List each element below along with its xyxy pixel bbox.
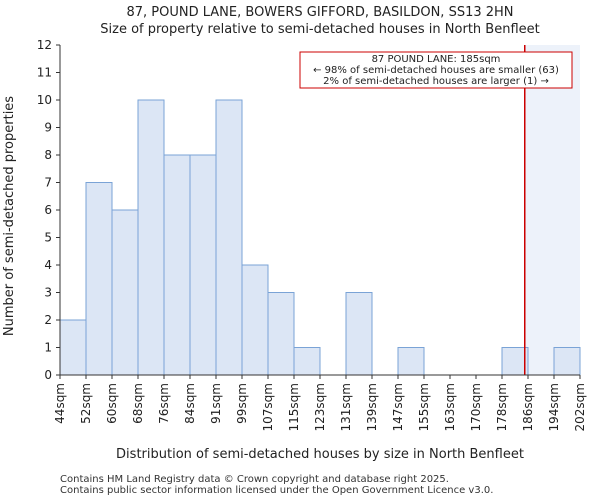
annotation-line-3: 2% of semi-detached houses are larger (1… [323, 76, 549, 87]
bar-52sqm [85, 182, 113, 376]
x-tick-label-163sqm: 163sqm [443, 383, 457, 431]
annotation-line-2: ← 98% of semi-detached houses are smalle… [313, 65, 559, 76]
x-tick-label-76sqm: 76sqm [157, 383, 171, 424]
chart-subtitle: Size of property relative to semi-detach… [100, 22, 539, 37]
x-tick-label-84sqm: 84sqm [183, 383, 197, 424]
x-tick-label-139sqm: 139sqm [365, 383, 379, 431]
x-tick-label-99sqm: 99sqm [235, 383, 249, 424]
y-tick-label-7: 7 [44, 176, 52, 190]
bar-131sqm [345, 292, 373, 376]
y-tick-label-4: 4 [44, 258, 52, 272]
property-annotation: 87 POUND LANE: 185sqm ← 98% of semi-deta… [299, 51, 573, 89]
x-tick-label-155sqm: 155sqm [417, 383, 431, 431]
x-tick-label-60sqm: 60sqm [105, 383, 119, 424]
x-tick-label-194sqm: 194sqm [547, 383, 561, 431]
x-tick-label-202sqm: 202sqm [573, 383, 587, 431]
bar-76sqm [163, 154, 191, 376]
x-tick-label-107sqm: 107sqm [261, 383, 275, 431]
x-tick-label-147sqm: 147sqm [391, 383, 405, 431]
bar-60sqm [111, 209, 139, 376]
y-tick-label-11: 11 [37, 66, 52, 80]
y-tick-label-6: 6 [44, 203, 52, 217]
bar-91sqm [215, 99, 243, 376]
footer-line-2: Contains public sector information licen… [60, 485, 494, 496]
bar-107sqm [267, 292, 295, 376]
x-tick-label-115sqm: 115sqm [287, 383, 301, 431]
bar-44sqm [59, 319, 87, 376]
footer-line-1: Contains HM Land Registry data © Crown c… [60, 474, 449, 485]
x-tick-label-91sqm: 91sqm [209, 383, 223, 424]
x-tick-label-131sqm: 131sqm [339, 383, 353, 431]
x-axis-label: Distribution of semi-detached houses by … [116, 447, 524, 462]
annotation-box [299, 51, 573, 89]
bar-68sqm [137, 99, 165, 376]
x-tick-label-68sqm: 68sqm [131, 383, 145, 424]
y-tick-label-0: 0 [44, 368, 52, 382]
y-tick-label-5: 5 [44, 231, 52, 245]
y-tick-label-1: 1 [44, 341, 52, 355]
y-tick-label-3: 3 [44, 286, 52, 300]
annotation-line-1: 87 POUND LANE: 185sqm [372, 54, 501, 65]
x-tick-label-186sqm: 186sqm [521, 383, 535, 431]
bar-115sqm [293, 347, 321, 376]
chart-title: 87, POUND LANE, BOWERS GIFFORD, BASILDON… [126, 5, 513, 20]
x-tick-label-123sqm: 123sqm [313, 383, 327, 431]
y-tick-label-8: 8 [44, 148, 52, 162]
y-tick-label-12: 12 [37, 38, 52, 52]
y-tick-label-9: 9 [44, 121, 52, 135]
bar-84sqm [189, 154, 217, 376]
bar-147sqm [397, 347, 425, 376]
x-tick-label-178sqm: 178sqm [495, 383, 509, 431]
bar-178sqm [501, 347, 529, 376]
x-tick-label-170sqm: 170sqm [469, 383, 483, 431]
x-tick-label-44sqm: 44sqm [53, 383, 67, 424]
bar-99sqm [241, 264, 269, 376]
highlight-region [524, 45, 580, 375]
y-tick-label-10: 10 [37, 93, 52, 107]
y-tick-label-2: 2 [44, 313, 52, 327]
x-tick-label-52sqm: 52sqm [79, 383, 93, 424]
bar-194sqm [553, 347, 581, 376]
y-axis-label: Number of semi-detached properties [2, 96, 17, 336]
